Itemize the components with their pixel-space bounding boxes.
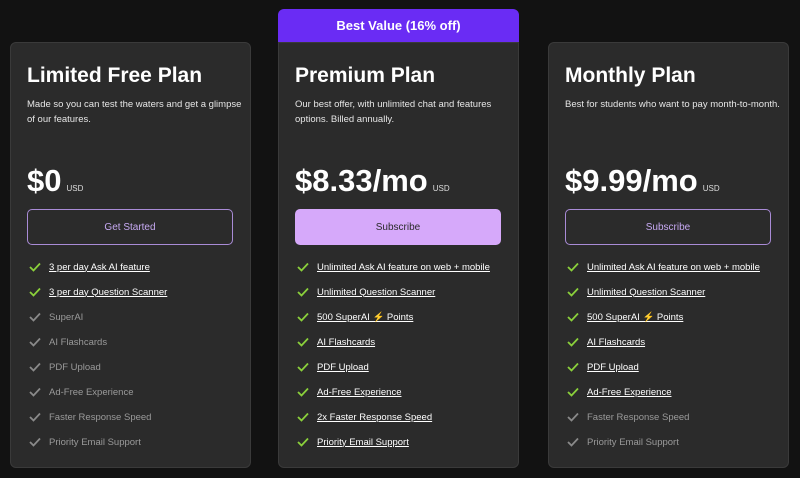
check-icon: [297, 287, 309, 297]
feature-item: Ad-Free Experience: [297, 385, 401, 399]
feature-item: AI Flashcards: [29, 335, 107, 349]
check-icon: [297, 387, 309, 397]
feature-item: Faster Response Speed: [567, 410, 689, 424]
check-icon: [29, 412, 41, 422]
plan-name: Premium Plan: [295, 64, 436, 87]
plan-price: $0 USD: [27, 163, 83, 199]
feature-text: Unlimited Ask AI feature on web + mobile: [587, 261, 760, 273]
price-amount: $9.99/mo: [565, 163, 698, 198]
check-icon: [567, 387, 579, 397]
feature-text: Priority Email Support: [49, 436, 141, 448]
plan-card: Limited Free Plan Made so you can test th…: [10, 42, 251, 468]
feature-item: Unlimited Ask AI feature on web + mobile: [567, 260, 760, 274]
plan-card: Premium Plan Our best offer, with unlimit…: [278, 42, 519, 468]
plan-name: Limited Free Plan: [27, 64, 203, 87]
feature-item: 3 per day Question Scanner: [29, 285, 167, 299]
feature-text: PDF Upload: [317, 361, 369, 373]
check-icon: [29, 287, 41, 297]
feature-item: PDF Upload: [567, 360, 639, 374]
feature-item: 2x Faster Response Speed: [297, 410, 432, 424]
feature-item: PDF Upload: [29, 360, 101, 374]
feature-item: PDF Upload: [297, 360, 369, 374]
currency: USD: [66, 184, 84, 193]
plan-price: $9.99/mo USD: [565, 163, 720, 199]
feature-item: AI Flashcards: [297, 335, 375, 349]
feature-text: 500 SuperAI ⚡ Points: [587, 311, 684, 323]
price-amount: $0: [27, 163, 62, 198]
plan-description: Our best offer, with unlimited chat and …: [295, 99, 492, 125]
feature-item: Unlimited Ask AI feature on web + mobile: [297, 260, 490, 274]
check-icon: [297, 412, 309, 422]
feature-item: Faster Response Speed: [29, 410, 151, 424]
feature-text: 3 per day Question Scanner: [49, 286, 168, 298]
feature-text: SuperAI: [49, 311, 84, 323]
plan-button[interactable]: Subscribe: [565, 209, 771, 245]
feature-item: Priority Email Support: [297, 435, 409, 449]
feature-item: 3 per day Ask AI feature: [29, 260, 150, 274]
feature-text: Ad-Free Experience: [317, 386, 402, 398]
feature-text: Faster Response Speed: [49, 411, 152, 423]
feature-text: AI Flashcards: [317, 336, 376, 348]
check-icon: [567, 287, 579, 297]
feature-item: Priority Email Support: [29, 435, 141, 449]
check-icon: [29, 337, 41, 347]
currency: USD: [432, 184, 450, 193]
plan-button[interactable]: Subscribe: [295, 209, 501, 245]
feature-text: PDF Upload: [587, 361, 639, 373]
plan-price: $8.33/mo USD: [295, 163, 450, 199]
best-value-banner: Best Value (16% off): [278, 9, 519, 42]
feature-text: PDF Upload: [49, 361, 101, 373]
check-icon: [567, 412, 579, 422]
feature-item: Priority Email Support: [567, 435, 679, 449]
check-icon: [297, 337, 309, 347]
check-icon: [29, 312, 41, 322]
check-icon: [29, 362, 41, 372]
currency: USD: [702, 184, 720, 193]
plan-name: Monthly Plan: [565, 64, 696, 87]
feature-text: Unlimited Ask AI feature on web + mobile: [317, 261, 490, 273]
check-icon: [567, 362, 579, 372]
check-icon: [29, 437, 41, 447]
plan-button[interactable]: Get Started: [27, 209, 233, 245]
check-icon: [567, 337, 579, 347]
check-icon: [297, 437, 309, 447]
feature-item: Unlimited Question Scanner: [297, 285, 435, 299]
feature-text: AI Flashcards: [49, 336, 108, 348]
feature-item: Unlimited Question Scanner: [567, 285, 705, 299]
feature-item: 500 SuperAI ⚡ Points: [297, 310, 413, 324]
feature-text: Ad-Free Experience: [587, 386, 672, 398]
feature-text: AI Flashcards: [587, 336, 646, 348]
feature-text: Unlimited Question Scanner: [587, 286, 706, 298]
check-icon: [297, 262, 309, 272]
plan-description: Made so you can test the waters and get …: [27, 99, 242, 125]
check-icon: [297, 362, 309, 372]
plan-card: Monthly Plan Best for students who want t…: [548, 42, 789, 468]
plan-description: Best for students who want to pay month-…: [565, 99, 780, 110]
feature-item: AI Flashcards: [567, 335, 645, 349]
feature-text: 2x Faster Response Speed: [317, 411, 433, 423]
feature-text: Priority Email Support: [317, 436, 409, 448]
feature-item: Ad-Free Experience: [29, 385, 133, 399]
check-icon: [567, 262, 579, 272]
feature-text: Faster Response Speed: [587, 411, 690, 423]
feature-text: Priority Email Support: [587, 436, 679, 448]
feature-text: Unlimited Question Scanner: [317, 286, 436, 298]
feature-text: 500 SuperAI ⚡ Points: [317, 311, 414, 323]
check-icon: [297, 312, 309, 322]
check-icon: [567, 312, 579, 322]
price-amount: $8.33/mo: [295, 163, 428, 198]
feature-item: 500 SuperAI ⚡ Points: [567, 310, 683, 324]
check-icon: [567, 437, 579, 447]
feature-item: SuperAI: [29, 310, 83, 324]
feature-item: Ad-Free Experience: [567, 385, 671, 399]
feature-text: Ad-Free Experience: [49, 386, 134, 398]
feature-text: 3 per day Ask AI feature: [49, 261, 150, 273]
check-icon: [29, 262, 41, 272]
check-icon: [29, 387, 41, 397]
